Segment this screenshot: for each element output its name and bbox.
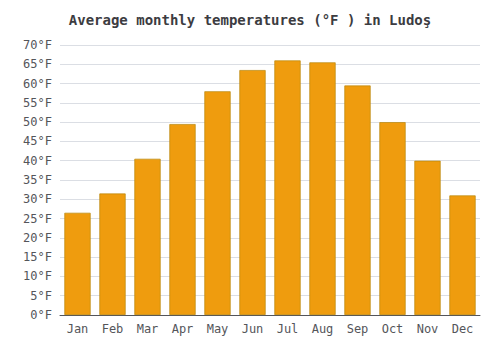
- svg-text:40°F: 40°F: [23, 154, 52, 168]
- svg-text:Jul: Jul: [277, 322, 299, 336]
- svg-text:65°F: 65°F: [23, 57, 52, 71]
- svg-text:Aug: Aug: [312, 322, 334, 336]
- svg-text:15°F: 15°F: [23, 250, 52, 264]
- svg-text:Oct: Oct: [382, 322, 404, 336]
- svg-text:Sep: Sep: [347, 322, 369, 336]
- svg-text:55°F: 55°F: [23, 96, 52, 110]
- svg-text:35°F: 35°F: [23, 173, 52, 187]
- svg-text:10°F: 10°F: [23, 269, 52, 283]
- svg-text:Jun: Jun: [242, 322, 264, 336]
- svg-text:0°F: 0°F: [30, 308, 52, 322]
- svg-text:May: May: [207, 322, 229, 336]
- svg-text:Nov: Nov: [417, 322, 439, 336]
- svg-text:Feb: Feb: [102, 322, 124, 336]
- svg-text:45°F: 45°F: [23, 134, 52, 148]
- svg-text:Mar: Mar: [137, 322, 159, 336]
- svg-text:50°F: 50°F: [23, 115, 52, 129]
- svg-text:5°F: 5°F: [30, 289, 52, 303]
- svg-text:Jan: Jan: [67, 322, 89, 336]
- svg-text:60°F: 60°F: [23, 77, 52, 91]
- svg-text:30°F: 30°F: [23, 192, 52, 206]
- svg-text:25°F: 25°F: [23, 212, 52, 226]
- svg-text:20°F: 20°F: [23, 231, 52, 245]
- svg-text:Apr: Apr: [172, 322, 194, 336]
- svg-text:Average monthly temperatures (: Average monthly temperatures (°F ) in Lu…: [69, 12, 431, 28]
- svg-text:70°F: 70°F: [23, 38, 52, 52]
- svg-text:Dec: Dec: [452, 322, 474, 336]
